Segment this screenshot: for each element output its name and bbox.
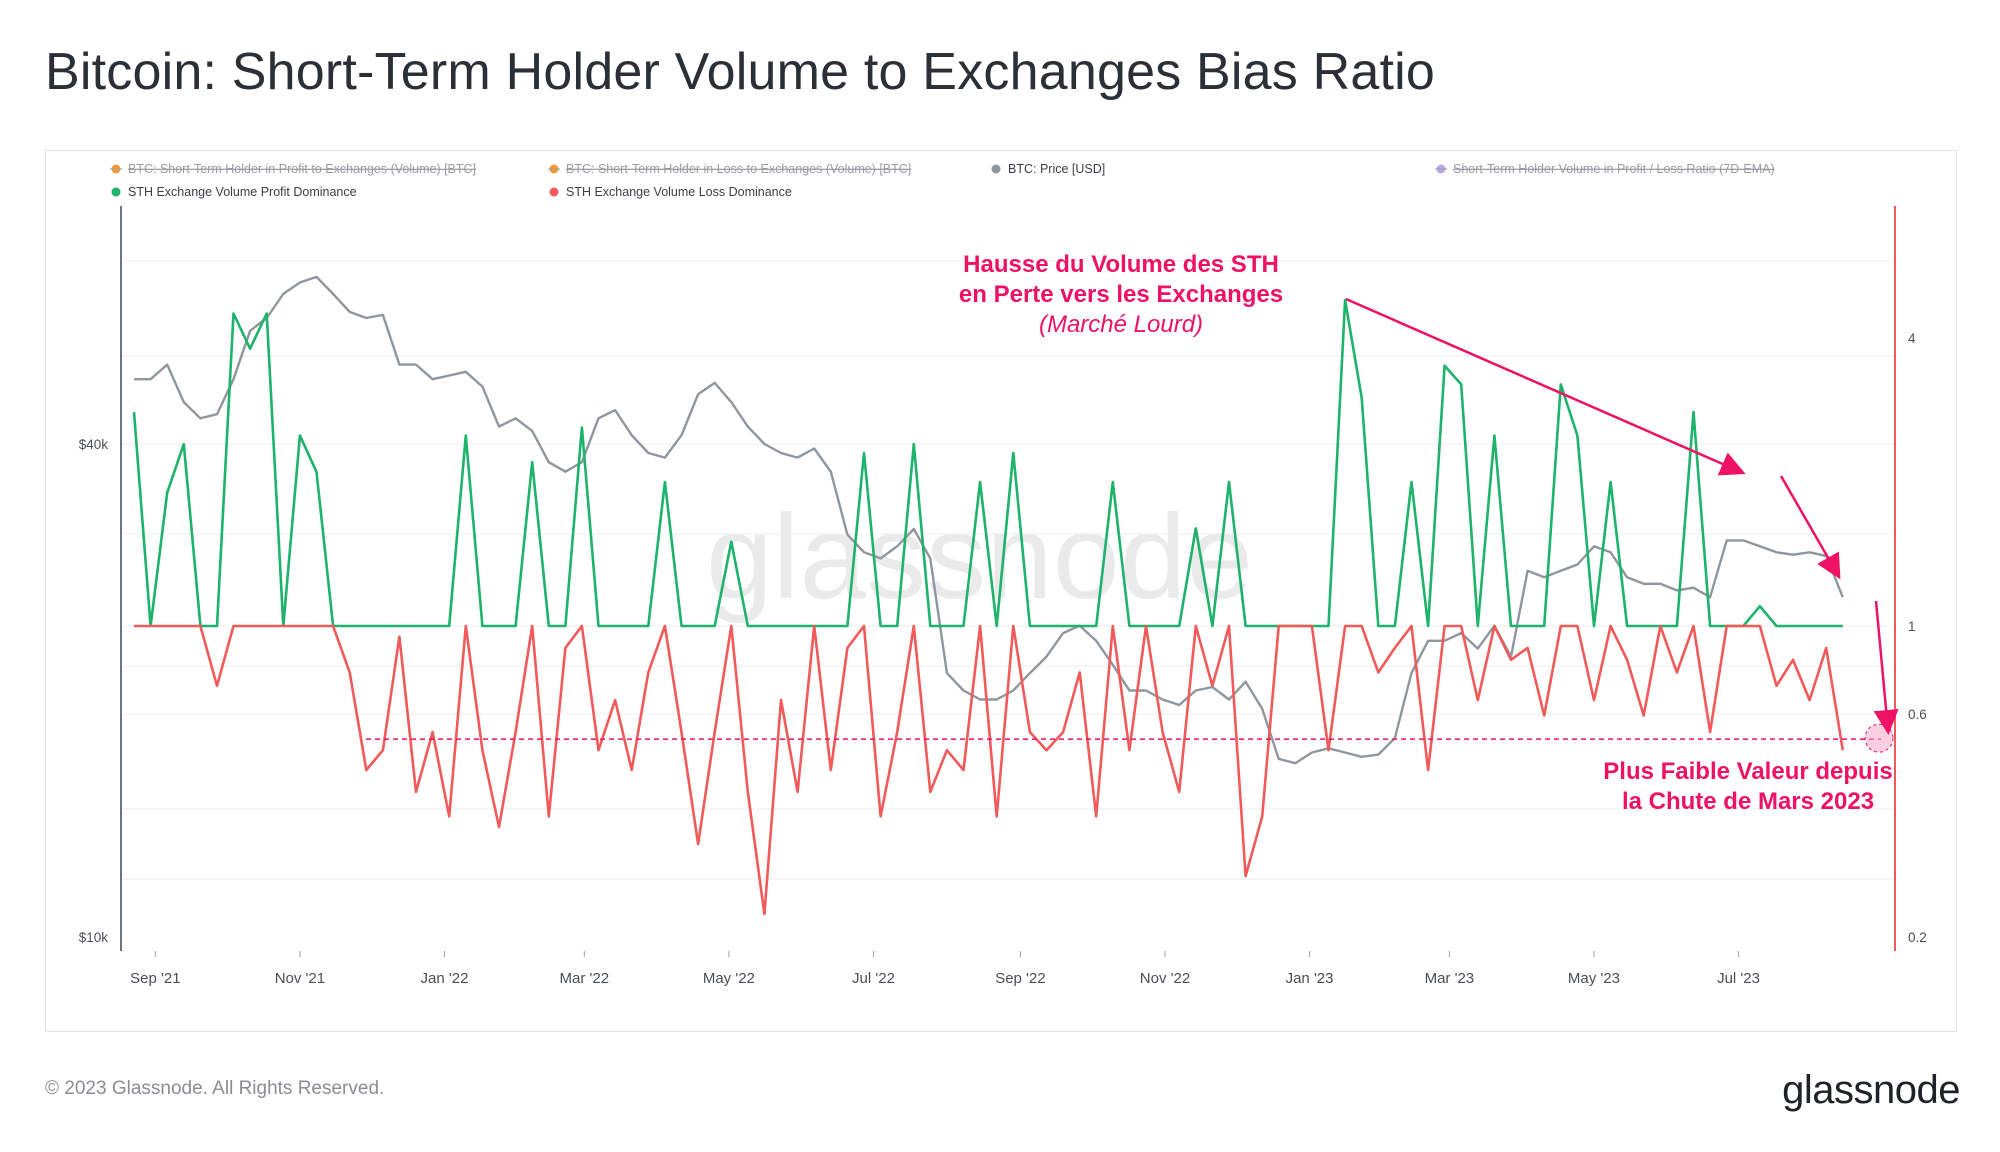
x-tick-label-10: May '23: [1568, 970, 1620, 987]
annotation-heavy-market-line2: en Perte vers les Exchanges: [959, 281, 1283, 308]
legend-marker-4: [111, 187, 121, 197]
annotation-arrow-decline: [1779, 475, 1841, 580]
series-line-0: [134, 275, 1844, 765]
annotation-heavy-market-line3: (Marché Lourd): [1039, 311, 1203, 338]
annotation-lowest-line2: la Chute de Mars 2023: [1622, 788, 1874, 815]
chart-frame: glassnode BTC: Short-Term Holder in Prof…: [45, 150, 1957, 1032]
x-tick-label-1: Nov '21: [275, 970, 325, 987]
right-tick-label-3: 0.2: [1908, 930, 1927, 945]
series-line-1: [132, 298, 1843, 628]
x-axis-ticks: Sep '21 Nov '21 Jan '22 Mar '22 May '22 Jul '…: [130, 951, 1760, 987]
legend-label-5: STH Exchange Volume Loss Dominance: [566, 185, 792, 199]
page-title: Bitcoin: Short-Term Holder Volume to Exc…: [45, 43, 1436, 101]
annotation-heavy-market-line1: Hausse du Volume des STH: [963, 251, 1279, 278]
legend-label-2: BTC: Price [USD]: [1008, 162, 1105, 176]
legend-marker-5: [549, 187, 559, 197]
copyright-footer: © 2023 Glassnode. All Rights Reserved.: [45, 1078, 385, 1099]
legend-label-0: BTC: Short-Term Holder in Profit to Exch…: [128, 162, 476, 176]
chart: glassnode BTC: Short-Term Holder in Prof…: [79, 162, 1927, 987]
series-line-2: [134, 624, 1845, 916]
x-tick-label-5: Jul '22: [852, 970, 895, 987]
legend-label-1: BTC: Short-Term Holder in Loss to Exchan…: [566, 162, 911, 176]
legend-label-4: STH Exchange Volume Profit Dominance: [128, 185, 357, 199]
x-tick-label-11: Jul '23: [1717, 970, 1760, 987]
series-group: [132, 275, 1845, 916]
x-tick-label-6: Sep '22: [995, 970, 1045, 987]
watermark-text: glassnode: [706, 490, 1253, 624]
right-axis-ticks: 4 1 0.6 0.2: [1908, 331, 1927, 945]
legend-label-3: Short-Term Holder Volume in Profit / Los…: [1453, 162, 1775, 176]
right-tick-label-2: 0.6: [1908, 707, 1927, 722]
x-tick-label-2: Jan '22: [421, 970, 469, 987]
annotation-arrow-lowest: [1873, 600, 1899, 735]
x-tick-label-3: Mar '22: [560, 970, 610, 987]
x-tick-label-4: May '22: [703, 970, 755, 987]
legend: BTC: Short-Term Holder in Profit to Exch…: [110, 162, 1775, 199]
right-tick-label-0: 4: [1908, 331, 1916, 346]
x-tick-label-9: Mar '23: [1425, 970, 1475, 987]
x-tick-label-8: Jan '23: [1286, 970, 1334, 987]
x-tick-label-7: Nov '22: [1140, 970, 1190, 987]
left-tick-label-0: $40k: [79, 437, 109, 452]
left-tick-label-1: $10k: [79, 930, 109, 945]
left-axis-ticks: $40k $10k: [79, 437, 109, 945]
legend-marker-2: [991, 164, 1001, 174]
annotation-arrow-heavy-market: [1345, 297, 1746, 476]
right-tick-label-1: 1: [1908, 619, 1916, 634]
glassnode-logo: glassnode: [1782, 1068, 1960, 1112]
annotation-lowest-line1: Plus Faible Valeur depuis: [1603, 758, 1892, 785]
x-tick-label-0: Sep '21: [130, 970, 180, 987]
